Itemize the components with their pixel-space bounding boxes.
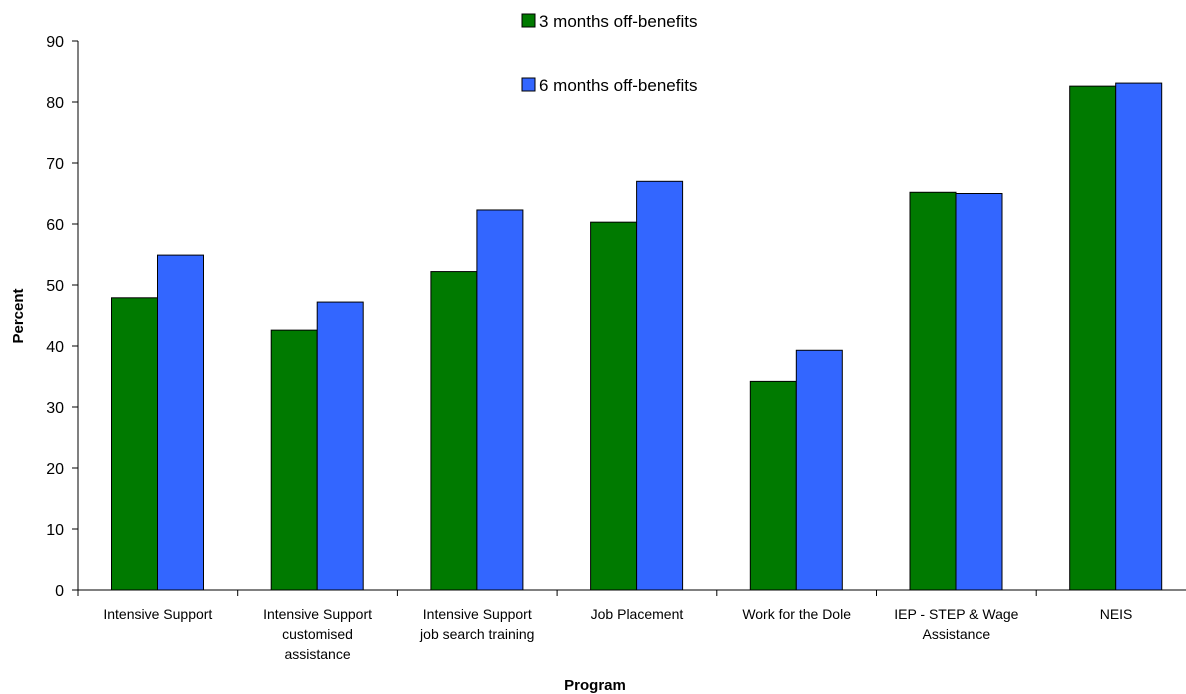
y-axis: 0 10 20 30 40 50 60 70 80 90: [46, 34, 79, 600]
x-tick-label: IEP - STEP & Wage: [894, 606, 1018, 622]
bars-layer: [111, 82, 1163, 591]
bar-3-months-5: [749, 380, 797, 591]
x-axis: Intensive Support Intensive Support custom…: [77, 589, 1186, 662]
bar-3-months-7: [1069, 85, 1117, 591]
y-axis-title: Percent: [10, 288, 27, 343]
y-tick-label: 60: [46, 217, 64, 234]
bar-6-months-7: [1115, 82, 1163, 591]
bar-6-months-5: [795, 349, 843, 591]
y-tick-label: 30: [46, 400, 64, 417]
legend-label-3-months: 3 months off-benefits: [539, 12, 697, 31]
x-tick-label: Work for the Dole: [742, 606, 851, 622]
x-tick-label: job search training: [419, 626, 534, 642]
x-tick-label: Assistance: [922, 626, 990, 642]
x-tick-label: Job Placement: [591, 606, 684, 622]
bar-3-months-4: [590, 221, 638, 591]
x-tick-label: assistance: [284, 646, 350, 662]
legend-swatch-3-months: [521, 13, 536, 28]
bar-3-months-3: [430, 271, 478, 591]
y-tick-label: 10: [46, 522, 64, 539]
x-tick-label: Intensive Support: [103, 606, 212, 622]
y-tick-label: 90: [46, 34, 64, 51]
bar-3-months-6: [909, 191, 957, 591]
legend-label-6-months: 6 months off-benefits: [539, 76, 697, 95]
y-tick-label: 0: [55, 583, 64, 600]
x-tick-label: Intensive Support: [263, 606, 372, 622]
bar-6-months-4: [636, 180, 684, 591]
bar-6-months-6: [955, 193, 1003, 591]
bar-3-months-2: [270, 329, 318, 591]
x-tick-label: NEIS: [1100, 606, 1133, 622]
bar-6-months-2: [316, 301, 364, 591]
bar-6-months-1: [157, 254, 204, 591]
legend: 3 months off-benefits 6 months off-benefi…: [521, 12, 697, 95]
bar-3-months-1: [111, 297, 158, 591]
y-tick-label: 50: [46, 278, 64, 295]
y-tick-label: 40: [46, 339, 64, 356]
legend-swatch-6-months: [521, 77, 536, 92]
x-tick-label: customised: [282, 626, 353, 642]
y-tick-label: 70: [46, 156, 64, 173]
bar-6-months-3: [476, 209, 524, 591]
y-tick-label: 20: [46, 461, 64, 478]
y-tick-label: 80: [46, 95, 64, 112]
x-axis-title: Program: [564, 677, 626, 694]
x-tick-label: Intensive Support: [423, 606, 532, 622]
